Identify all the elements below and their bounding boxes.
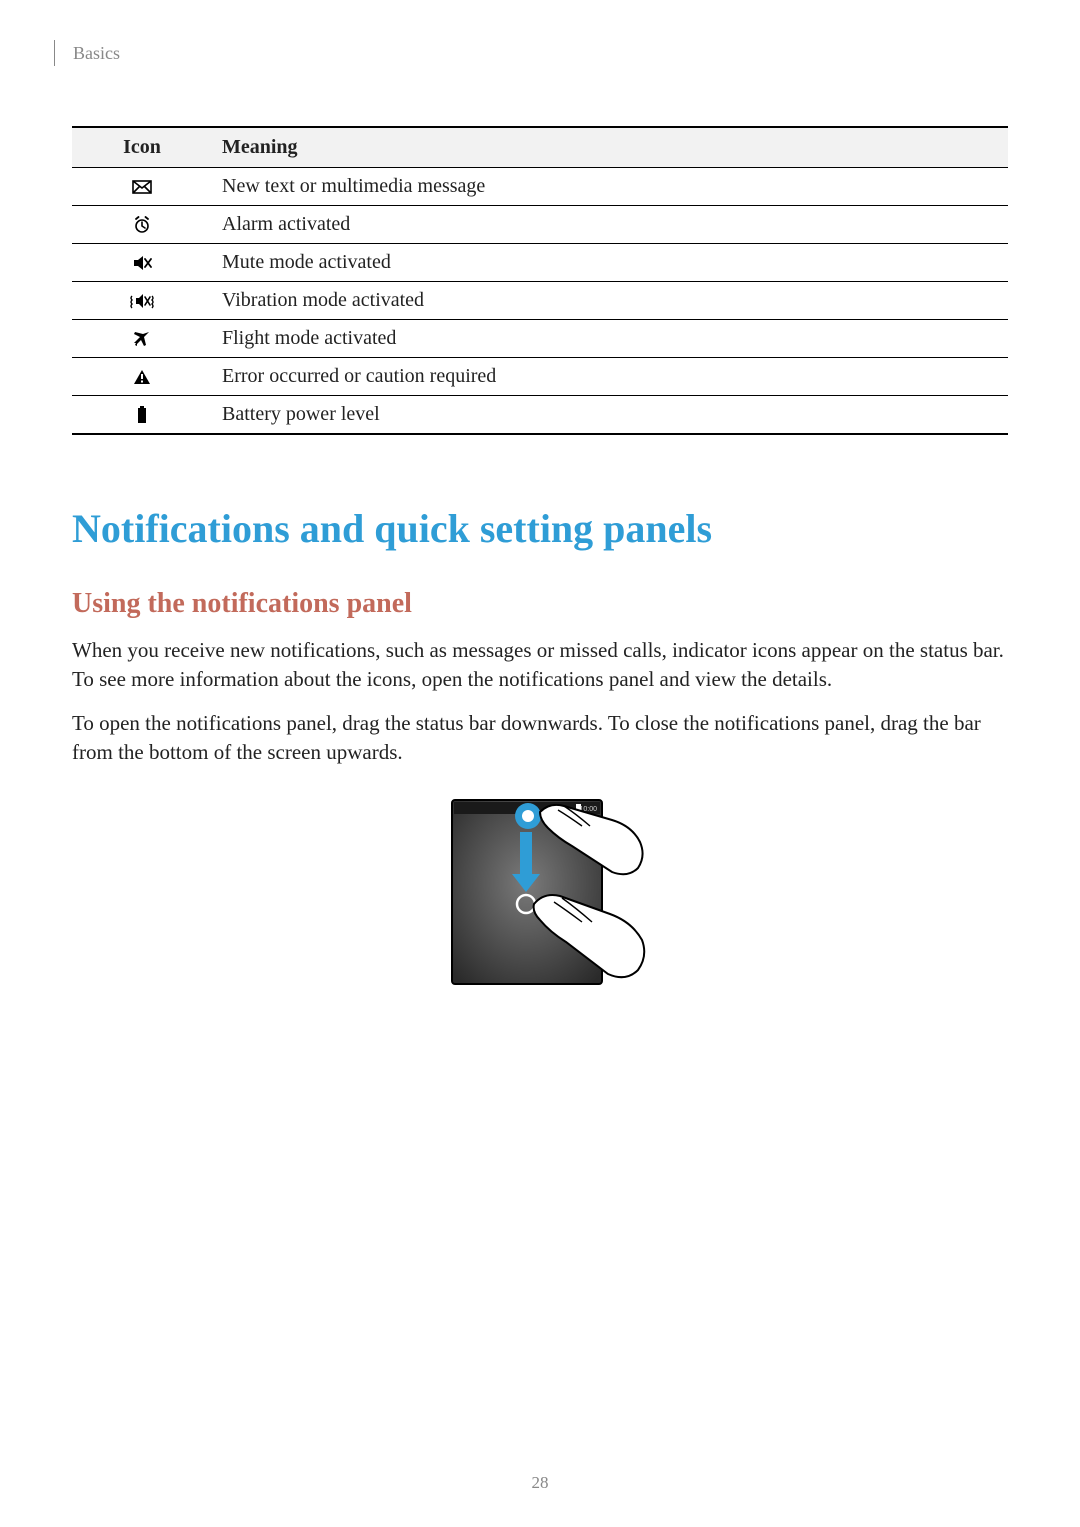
alarm-icon — [72, 206, 212, 244]
meaning-cell: Vibration mode activated — [212, 282, 1008, 320]
mute-icon — [72, 244, 212, 282]
table-header-row: Icon Meaning — [72, 127, 1008, 168]
message-icon — [72, 168, 212, 206]
body-paragraph-2: To open the notifications panel, drag th… — [72, 709, 1008, 768]
meaning-cell: Error occurred or caution required — [212, 358, 1008, 396]
header-icon: Icon — [72, 127, 212, 168]
table-row: Battery power level — [72, 396, 1008, 435]
table-row: Flight mode activated — [72, 320, 1008, 358]
subsection-title: Using the notifications panel — [72, 588, 1008, 620]
section-title: Notifications and quick setting panels — [72, 505, 1008, 552]
meaning-cell: Flight mode activated — [212, 320, 1008, 358]
icon-meaning-table: Icon Meaning New text or multimedia mess… — [72, 126, 1008, 435]
meaning-cell: Mute mode activated — [212, 244, 1008, 282]
meaning-cell: Alarm activated — [212, 206, 1008, 244]
breadcrumb: Basics — [54, 40, 1008, 66]
table-row: Alarm activated — [72, 206, 1008, 244]
flight-icon — [72, 320, 212, 358]
table-row: Mute mode activated — [72, 244, 1008, 282]
body-paragraph-1: When you receive new notifications, such… — [72, 636, 1008, 695]
error-icon — [72, 358, 212, 396]
vibration-icon — [72, 282, 212, 320]
table-row: Error occurred or caution required — [72, 358, 1008, 396]
battery-icon — [72, 396, 212, 435]
header-meaning: Meaning — [212, 127, 1008, 168]
table-row: New text or multimedia message — [72, 168, 1008, 206]
meaning-cell: Battery power level — [212, 396, 1008, 435]
table-row: Vibration mode activated — [72, 282, 1008, 320]
page-number: 28 — [0, 1473, 1080, 1493]
swipe-down-illustration: 10:00 — [432, 792, 648, 992]
meaning-cell: New text or multimedia message — [212, 168, 1008, 206]
